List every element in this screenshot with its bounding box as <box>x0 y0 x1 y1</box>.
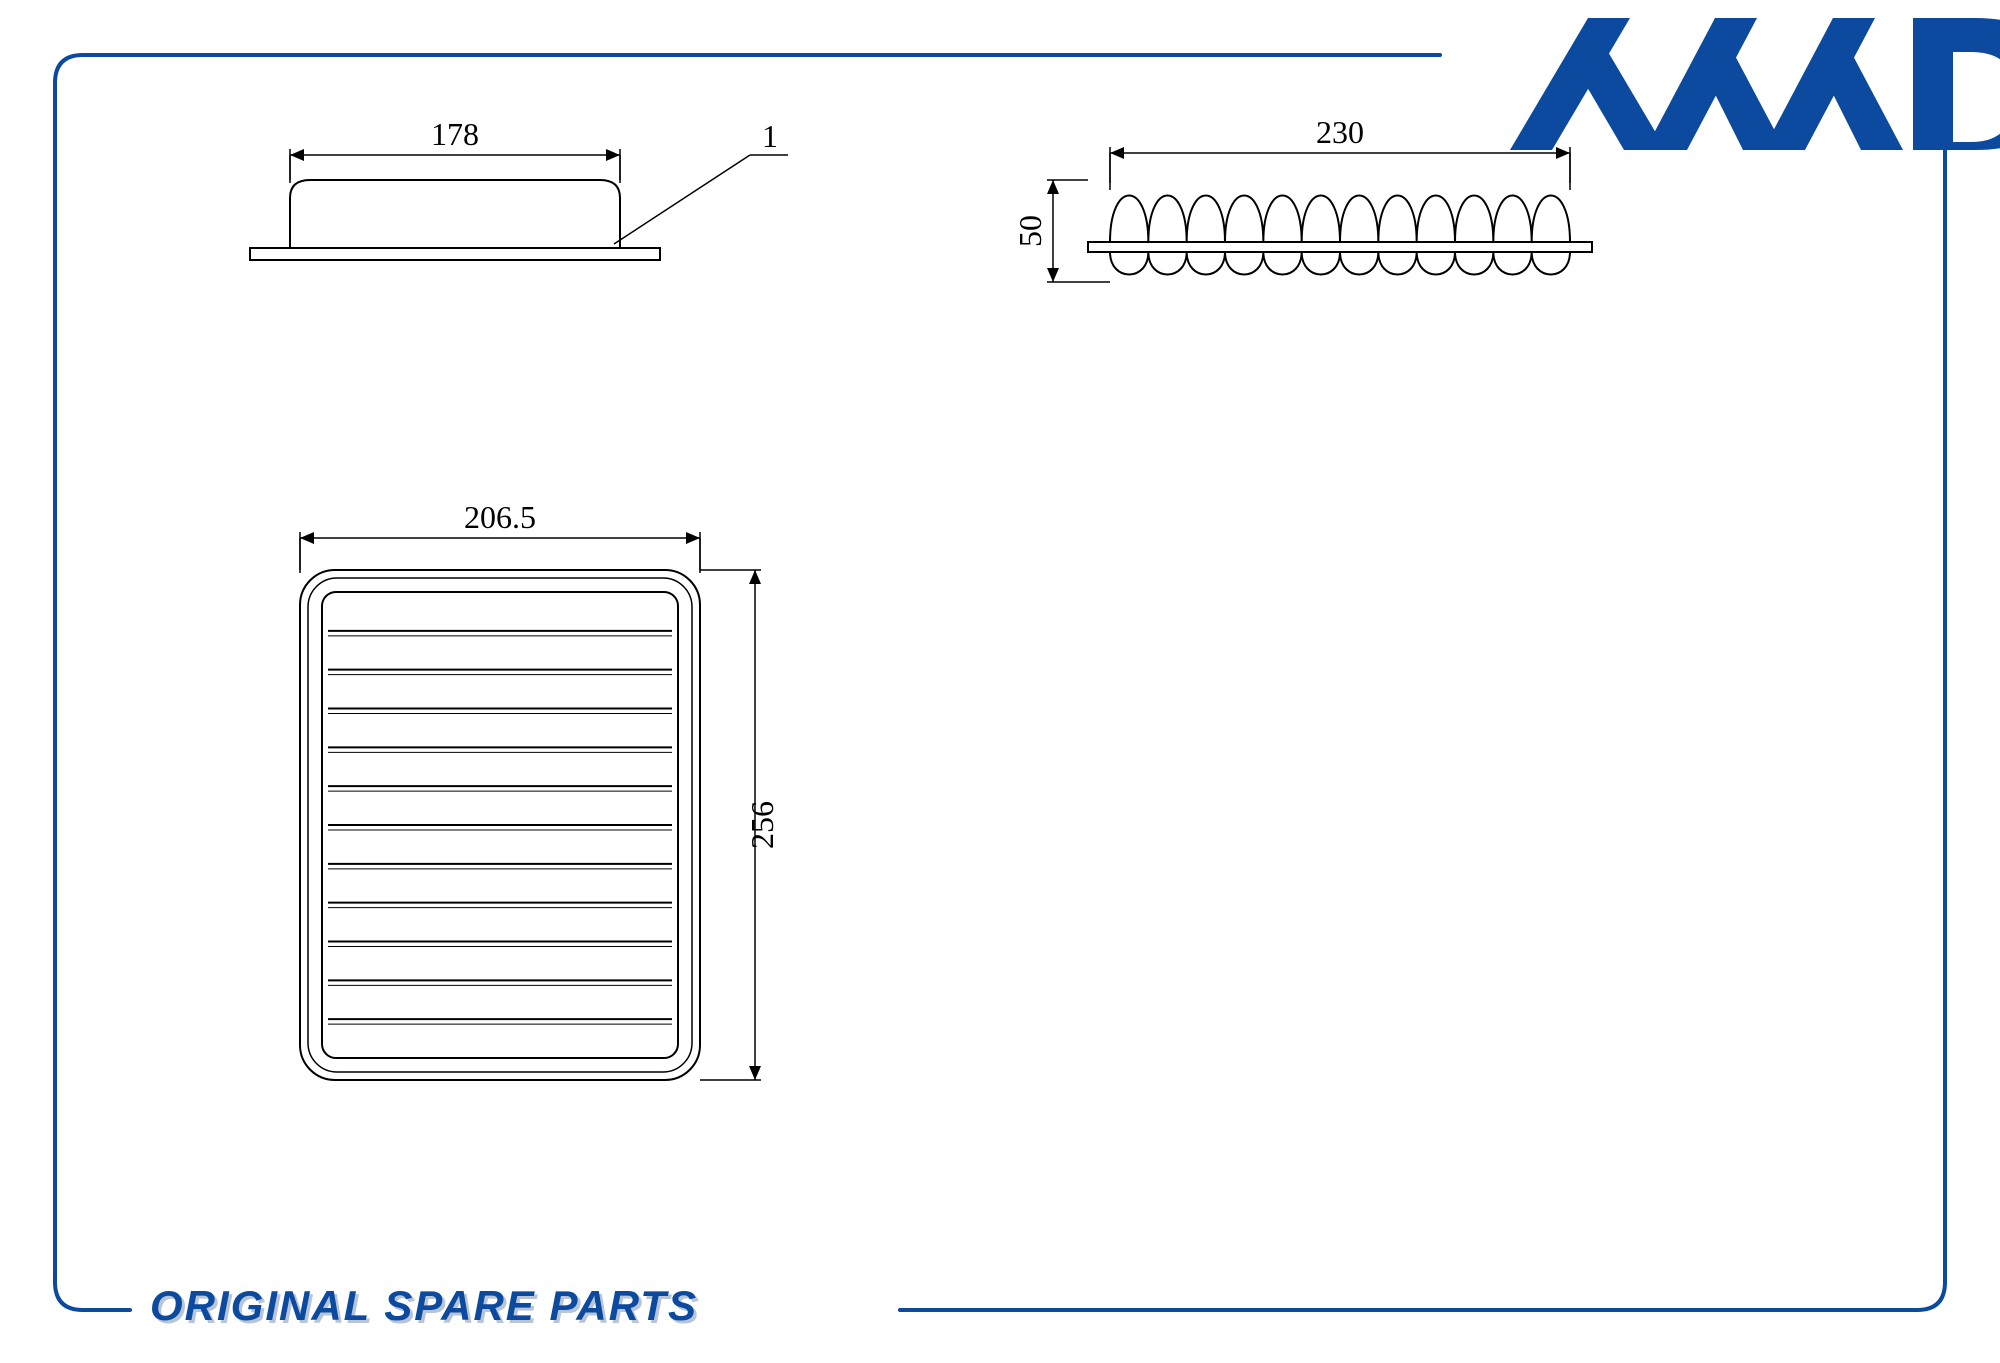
side-elevation-view: 230 50 <box>1012 114 1592 282</box>
svg-text:206.5: 206.5 <box>464 499 536 535</box>
svg-text:1: 1 <box>762 118 778 154</box>
brand-logo <box>1510 18 2000 150</box>
frame-border <box>55 55 1945 1310</box>
technical-drawing: 1781 23050 206.5256 ORIGINAL SPARE PARTS… <box>0 0 2000 1363</box>
svg-text:178: 178 <box>431 116 479 152</box>
svg-text:230: 230 <box>1316 114 1364 150</box>
svg-text:ORIGINAL SPARE PARTS: ORIGINAL SPARE PARTS <box>150 1282 698 1329</box>
svg-text:50: 50 <box>1012 215 1048 247</box>
front-elevation-view: 1781 <box>250 116 788 260</box>
tagline-text: ORIGINAL SPARE PARTSORIGINAL SPARE PARTS <box>150 1282 701 1332</box>
top-plan-view: 206.5 256 <box>300 499 780 1080</box>
svg-text:256: 256 <box>744 801 780 849</box>
